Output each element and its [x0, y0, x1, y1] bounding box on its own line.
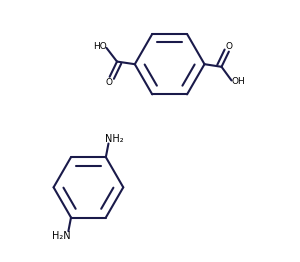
Text: O: O — [226, 42, 233, 51]
Text: NH₂: NH₂ — [105, 134, 124, 144]
Text: H₂N: H₂N — [52, 231, 70, 241]
Text: HO: HO — [93, 42, 107, 51]
Text: O: O — [106, 78, 112, 87]
Text: OH: OH — [231, 77, 245, 86]
